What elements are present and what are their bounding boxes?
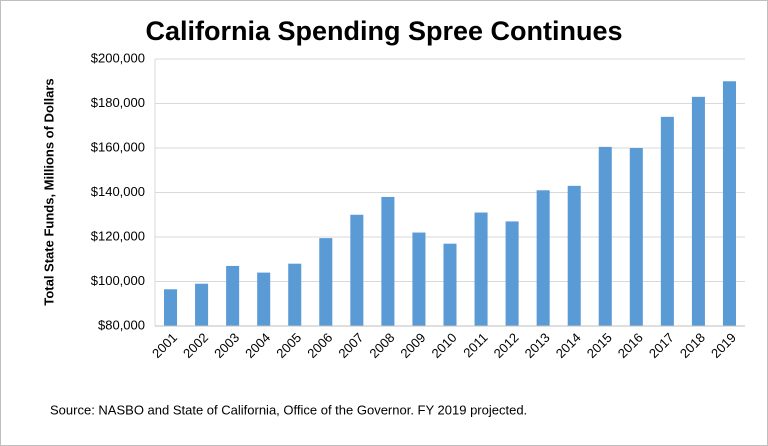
bar [412, 232, 426, 326]
y-tick-label: $120,000 [91, 228, 145, 243]
chart-title: California Spending Spree Continues [145, 16, 622, 46]
bar [226, 265, 240, 326]
bar [288, 263, 302, 326]
bar [629, 148, 643, 326]
bar [319, 238, 333, 326]
source-note: Source: NASBO and State of California, O… [50, 402, 527, 417]
bar [381, 196, 395, 326]
y-tick-label: $140,000 [91, 184, 145, 199]
bar [257, 272, 271, 326]
y-tick-label: $200,000 [91, 50, 145, 65]
y-tick-label: $160,000 [91, 139, 145, 154]
y-axis-label: Total State Funds, Millions of Dollars [41, 78, 56, 305]
bar [474, 212, 488, 326]
bar [567, 185, 581, 326]
bar [660, 116, 674, 326]
bar [350, 214, 364, 326]
bar [536, 190, 550, 326]
bar [505, 221, 519, 326]
bar [195, 283, 209, 326]
bar [722, 81, 736, 326]
y-tick-label: $180,000 [91, 95, 145, 110]
bar [443, 243, 457, 326]
bar [598, 146, 612, 326]
bar [691, 96, 705, 326]
y-tick-label: $80,000 [98, 317, 145, 332]
bar [164, 289, 178, 326]
y-tick-label: $100,000 [91, 273, 145, 288]
